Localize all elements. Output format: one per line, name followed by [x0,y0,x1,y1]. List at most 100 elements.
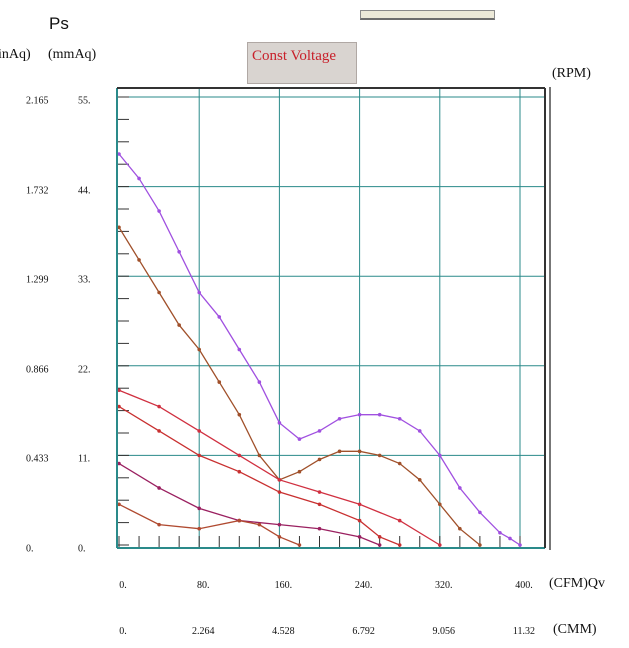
series-4-point [397,543,402,547]
series-1-point [237,347,242,352]
tab-const-voltage[interactable]: Const Voltage [247,42,357,84]
series-6-point [257,522,262,527]
series-4-point [197,453,201,458]
series-2-point [438,502,442,507]
series-4-point [317,502,322,507]
minor-ticks [117,96,521,548]
x-tick-label-cmm: 9.056 [432,626,456,637]
x-tick-label-cfm: 80. [196,580,210,591]
series-3-point [397,518,402,523]
x-tick-label-cmm: 2.264 [191,626,215,637]
series-6-point [117,502,121,507]
series-6-point [157,522,161,527]
series-1-point [317,429,322,433]
series-1-point [217,315,222,319]
rpm-panel [549,87,603,550]
series-2-point [458,526,462,531]
series-2-point [417,478,422,482]
ps-axis-label: Ps [49,14,69,33]
series-2-point [177,323,181,327]
series-2-point [357,449,362,454]
y-tick-label-mmaq: 55. [78,95,91,107]
series-2-point [257,453,262,458]
series-2-point [237,412,242,417]
series-2-point [297,469,302,474]
series-1-point [498,530,502,535]
cfm-unit-label: (CFM)Qv [549,576,606,591]
series-5-point [197,506,201,511]
series-1-point [518,543,522,547]
series-3-point [277,478,282,482]
y-tick-label-mmaq: 33. [78,274,91,286]
series-6-point [297,543,302,547]
series-3-point [117,388,121,393]
series-4-point [237,469,242,474]
series-3-point [357,502,362,507]
series-3-point [317,490,322,494]
series-3-point [438,543,442,547]
y-tick-label-mmaq: 44. [78,185,91,197]
series-2-point [137,258,141,262]
series-4-point [117,404,121,409]
series-6-point [277,535,282,539]
x-tick-label-cfm: 400. [515,580,533,591]
y-tick-label-mmaq: 11. [78,453,91,465]
series-1-point [397,416,402,421]
plot-background [117,88,545,548]
rpm-unit-label: (RPM) [552,66,591,81]
series-2-point [217,380,222,384]
series-1-point [117,152,121,156]
series-1-point [478,510,482,515]
series-1-point [438,453,442,458]
y-tick-label-inaq: 0.433 [26,453,49,465]
y-tick-label-inaq: 0.866 [26,364,49,376]
series-3-point [157,404,161,409]
series-6-point [197,526,201,531]
series-line-1 [118,153,521,546]
series-4-point [377,535,382,539]
series-5-point [377,543,382,547]
mmaq-unit-label: (mmAq) [48,47,97,62]
y-tick-label-mmaq: 22. [78,364,91,376]
series-4-point [277,490,282,494]
cmm-unit-label: (CMM) [553,622,597,637]
series-4-point [157,429,161,433]
series-1-point [277,421,282,425]
series-group [117,152,522,547]
series-1-point [137,176,141,181]
series-1-point [257,380,262,384]
series-2-point [117,225,121,230]
y-tick-label-inaq: 1.299 [26,274,49,286]
series-1-point [357,412,362,417]
x-tick-label-cfm: 240. [354,580,373,591]
series-2-point [197,347,201,352]
x-tick-label-cfm: 160. [274,580,293,591]
series-2-point [478,543,482,547]
series-1-point [377,412,382,417]
inaq-unit-label: inAq) [0,47,31,62]
x-tick-label-cfm: 320. [435,580,453,591]
series-4-point [357,518,362,523]
x-tick-label-cmm: 4.528 [272,626,295,637]
series-1-point [337,416,342,421]
x-tick-label-cfm: 0. [119,580,127,591]
x-tick-label-cmm: 11.32 [512,626,536,637]
series-5-point [317,526,322,531]
series-2-point [337,449,342,454]
series-5-point [157,486,161,490]
series-1-point [177,249,181,254]
top-toolbar-strip[interactable] [360,10,495,20]
series-1-point [508,536,512,541]
series-3-point [237,453,242,458]
series-1-point [157,209,161,213]
x-tick-label-cmm: 6.792 [352,626,375,637]
series-2-point [397,461,402,466]
y-tick-label-inaq: 0. [26,543,34,555]
series-5-point [117,461,121,466]
series-5-point [357,535,362,539]
series-6-point [237,518,242,523]
series-2-point [317,457,322,462]
series-1-point [297,437,302,441]
